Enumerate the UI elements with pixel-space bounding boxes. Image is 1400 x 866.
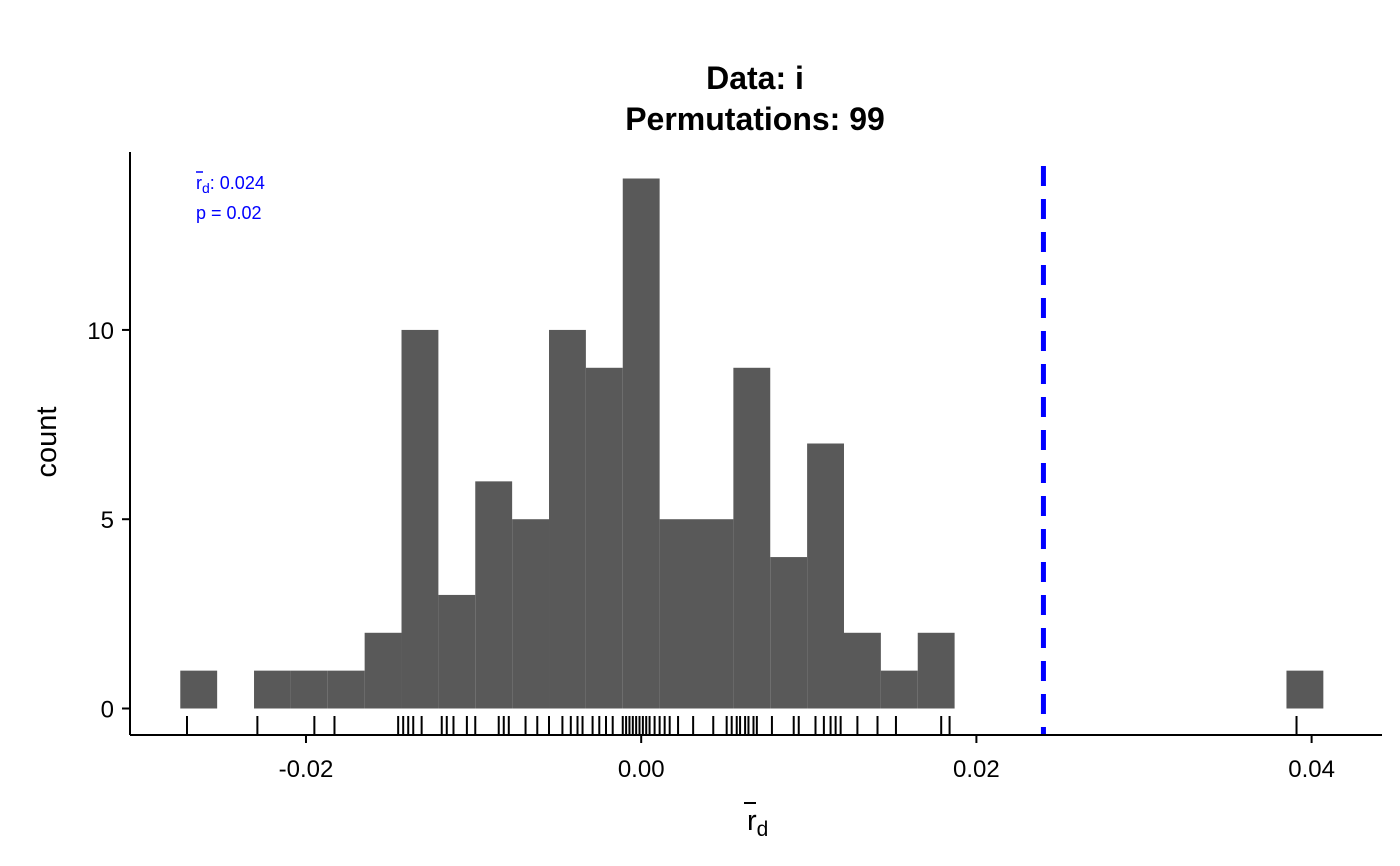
histogram-bar-12 [659, 519, 697, 709]
histogram-bar-16 [807, 443, 844, 709]
histogram-bar-9 [549, 329, 586, 709]
x-axis-title: rd [744, 802, 768, 841]
histogram-bar-11 [622, 178, 660, 709]
x-tick-label-2: 0.02 [953, 756, 1000, 783]
histogram-bars [180, 178, 1324, 709]
histogram-bar-17 [843, 632, 881, 709]
histogram-bar-15 [770, 557, 808, 709]
svg-text:rd: 0.024: rd: 0.024 [196, 173, 265, 196]
svg-text:rd: rd [747, 805, 768, 841]
x-tick-label-1: 0.00 [618, 756, 665, 783]
histogram-bar-18 [880, 670, 918, 709]
histogram-bar-0 [180, 670, 218, 709]
histogram-bar-6 [438, 594, 476, 709]
histogram-bar-2 [290, 670, 328, 709]
histogram-bar-14 [733, 367, 771, 709]
y-tick-label-0: 0 [101, 697, 114, 724]
annotation-stat-sub: d [202, 180, 210, 196]
histogram-bar-19 [917, 632, 955, 709]
x-tick-label-3: 0.04 [1288, 756, 1335, 783]
histogram-bar-10 [585, 367, 623, 709]
x-tick-label-0: -0.02 [279, 756, 334, 783]
annotation-stat-value: : 0.024 [210, 173, 265, 193]
x-axis-ticks: -0.02 0.00 0.02 0.04 [279, 735, 1335, 783]
stat-annotation: rd: 0.024 p = 0.02 [196, 171, 265, 223]
histogram-bar-5 [401, 329, 439, 709]
chart-title-line1: Data: i [706, 60, 804, 96]
annotation-p-value: p = 0.02 [196, 203, 262, 223]
chart-title-line2: Permutations: 99 [625, 101, 885, 137]
x-axis-title-base: r [747, 805, 757, 837]
histogram-bar-8 [512, 519, 550, 709]
histogram-bar-3 [327, 670, 365, 709]
y-axis-ticks: 0 5 10 [87, 318, 130, 724]
rug-ticks [185, 716, 1298, 735]
x-axis-title-sub: d [757, 818, 769, 841]
histogram-bar-13 [696, 519, 734, 709]
histogram-bar-1 [254, 670, 291, 709]
y-tick-label-2: 10 [87, 318, 114, 345]
histogram-bar-4 [364, 632, 402, 709]
annotation-stat-base: r [196, 173, 202, 193]
histogram-bar-20 [1286, 670, 1324, 709]
histogram-bar-7 [475, 481, 513, 709]
y-tick-label-1: 5 [101, 507, 114, 534]
y-axis-title: count [31, 407, 63, 478]
